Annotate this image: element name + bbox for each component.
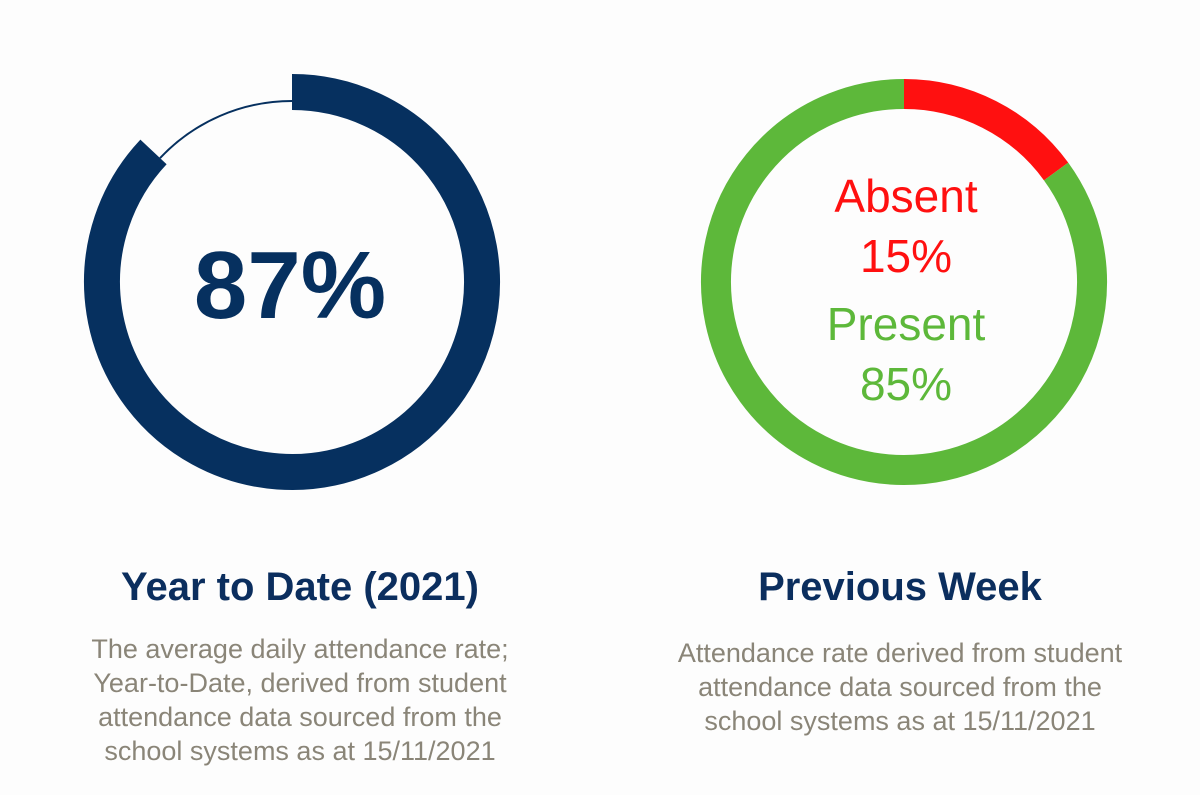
year-to-date-description: The average daily attendance rate; Year-… bbox=[0, 632, 600, 768]
absent-label: Absent bbox=[834, 170, 977, 222]
present-label: Present bbox=[827, 298, 986, 350]
year-to-date-remainder-track bbox=[159, 100, 293, 159]
year-to-date-description-line: The average daily attendance rate; bbox=[91, 634, 509, 664]
year-to-date-description-line: Year-to-Date, derived from student bbox=[93, 668, 507, 698]
previous-week-description-line: school systems as at 15/11/2021 bbox=[704, 706, 1096, 736]
year-to-date-value: 87% bbox=[194, 232, 386, 339]
year-to-date-ring-chart: 87% bbox=[84, 74, 500, 490]
present-value: 85% bbox=[860, 358, 952, 410]
donut-slice-absent bbox=[903, 79, 1069, 181]
year-to-date-panel: 87% Year to Date (2021) The average dail… bbox=[0, 74, 600, 768]
year-to-date-progress-arc bbox=[84, 74, 500, 490]
previous-week-panel: Absent 15% Present 85% Previous Week Att… bbox=[600, 0, 1200, 795]
previous-week-description-line: Attendance rate derived from student bbox=[677, 638, 1123, 668]
year-to-date-description-line: attendance data sourced from the bbox=[98, 702, 502, 732]
previous-week-description: Attendance rate derived from student att… bbox=[600, 636, 1200, 738]
previous-week-donut bbox=[701, 79, 1107, 485]
previous-week-description-line: attendance data sourced from the bbox=[698, 672, 1102, 702]
year-to-date-ring bbox=[84, 74, 500, 490]
previous-week-title: Previous Week bbox=[758, 565, 1042, 609]
year-to-date-title: Year to Date (2021) bbox=[121, 565, 479, 609]
donut-slice-present bbox=[701, 79, 1107, 485]
year-to-date-description-line: school systems as at 15/11/2021 bbox=[104, 736, 496, 766]
absent-value: 15% bbox=[860, 230, 952, 282]
previous-week-donut-chart: Absent 15% Present 85% bbox=[701, 79, 1107, 485]
